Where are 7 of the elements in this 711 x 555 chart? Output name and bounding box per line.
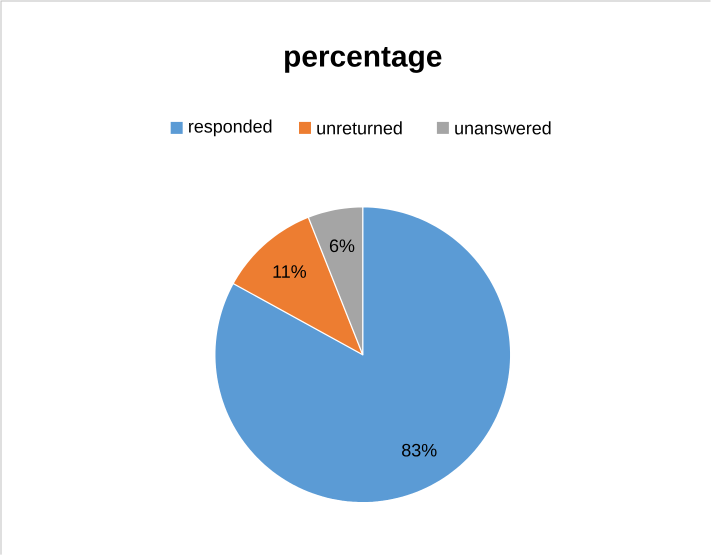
- legend-label: unreturned: [317, 121, 402, 134]
- data-label: 83%: [402, 444, 437, 457]
- data-label: 11%: [273, 265, 306, 278]
- chart-title: percentage: [285, 46, 442, 73]
- data-label: 6%: [330, 239, 354, 252]
- legend-label: responded: [189, 119, 272, 136]
- legend-label: unanswered: [455, 121, 551, 134]
